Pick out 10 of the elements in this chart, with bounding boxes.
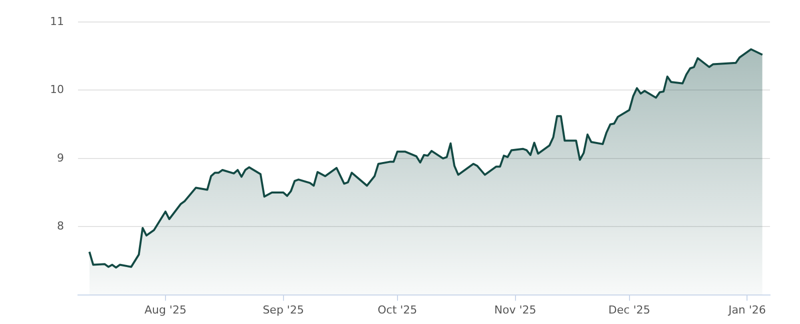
- y-tick-label: 8: [56, 219, 64, 232]
- x-tick-label: Jan '26: [727, 303, 766, 316]
- y-tick-label: 9: [56, 151, 64, 164]
- x-tick-label: Nov '25: [494, 303, 536, 316]
- x-tick-label: Sep '25: [262, 303, 304, 316]
- x-tick-label: Dec '25: [608, 303, 650, 316]
- y-tick-label: 10: [50, 83, 64, 96]
- x-tick-label: Oct '25: [378, 303, 418, 316]
- y-tick-label: 11: [50, 14, 64, 28]
- x-tick-label: Aug '25: [144, 303, 186, 316]
